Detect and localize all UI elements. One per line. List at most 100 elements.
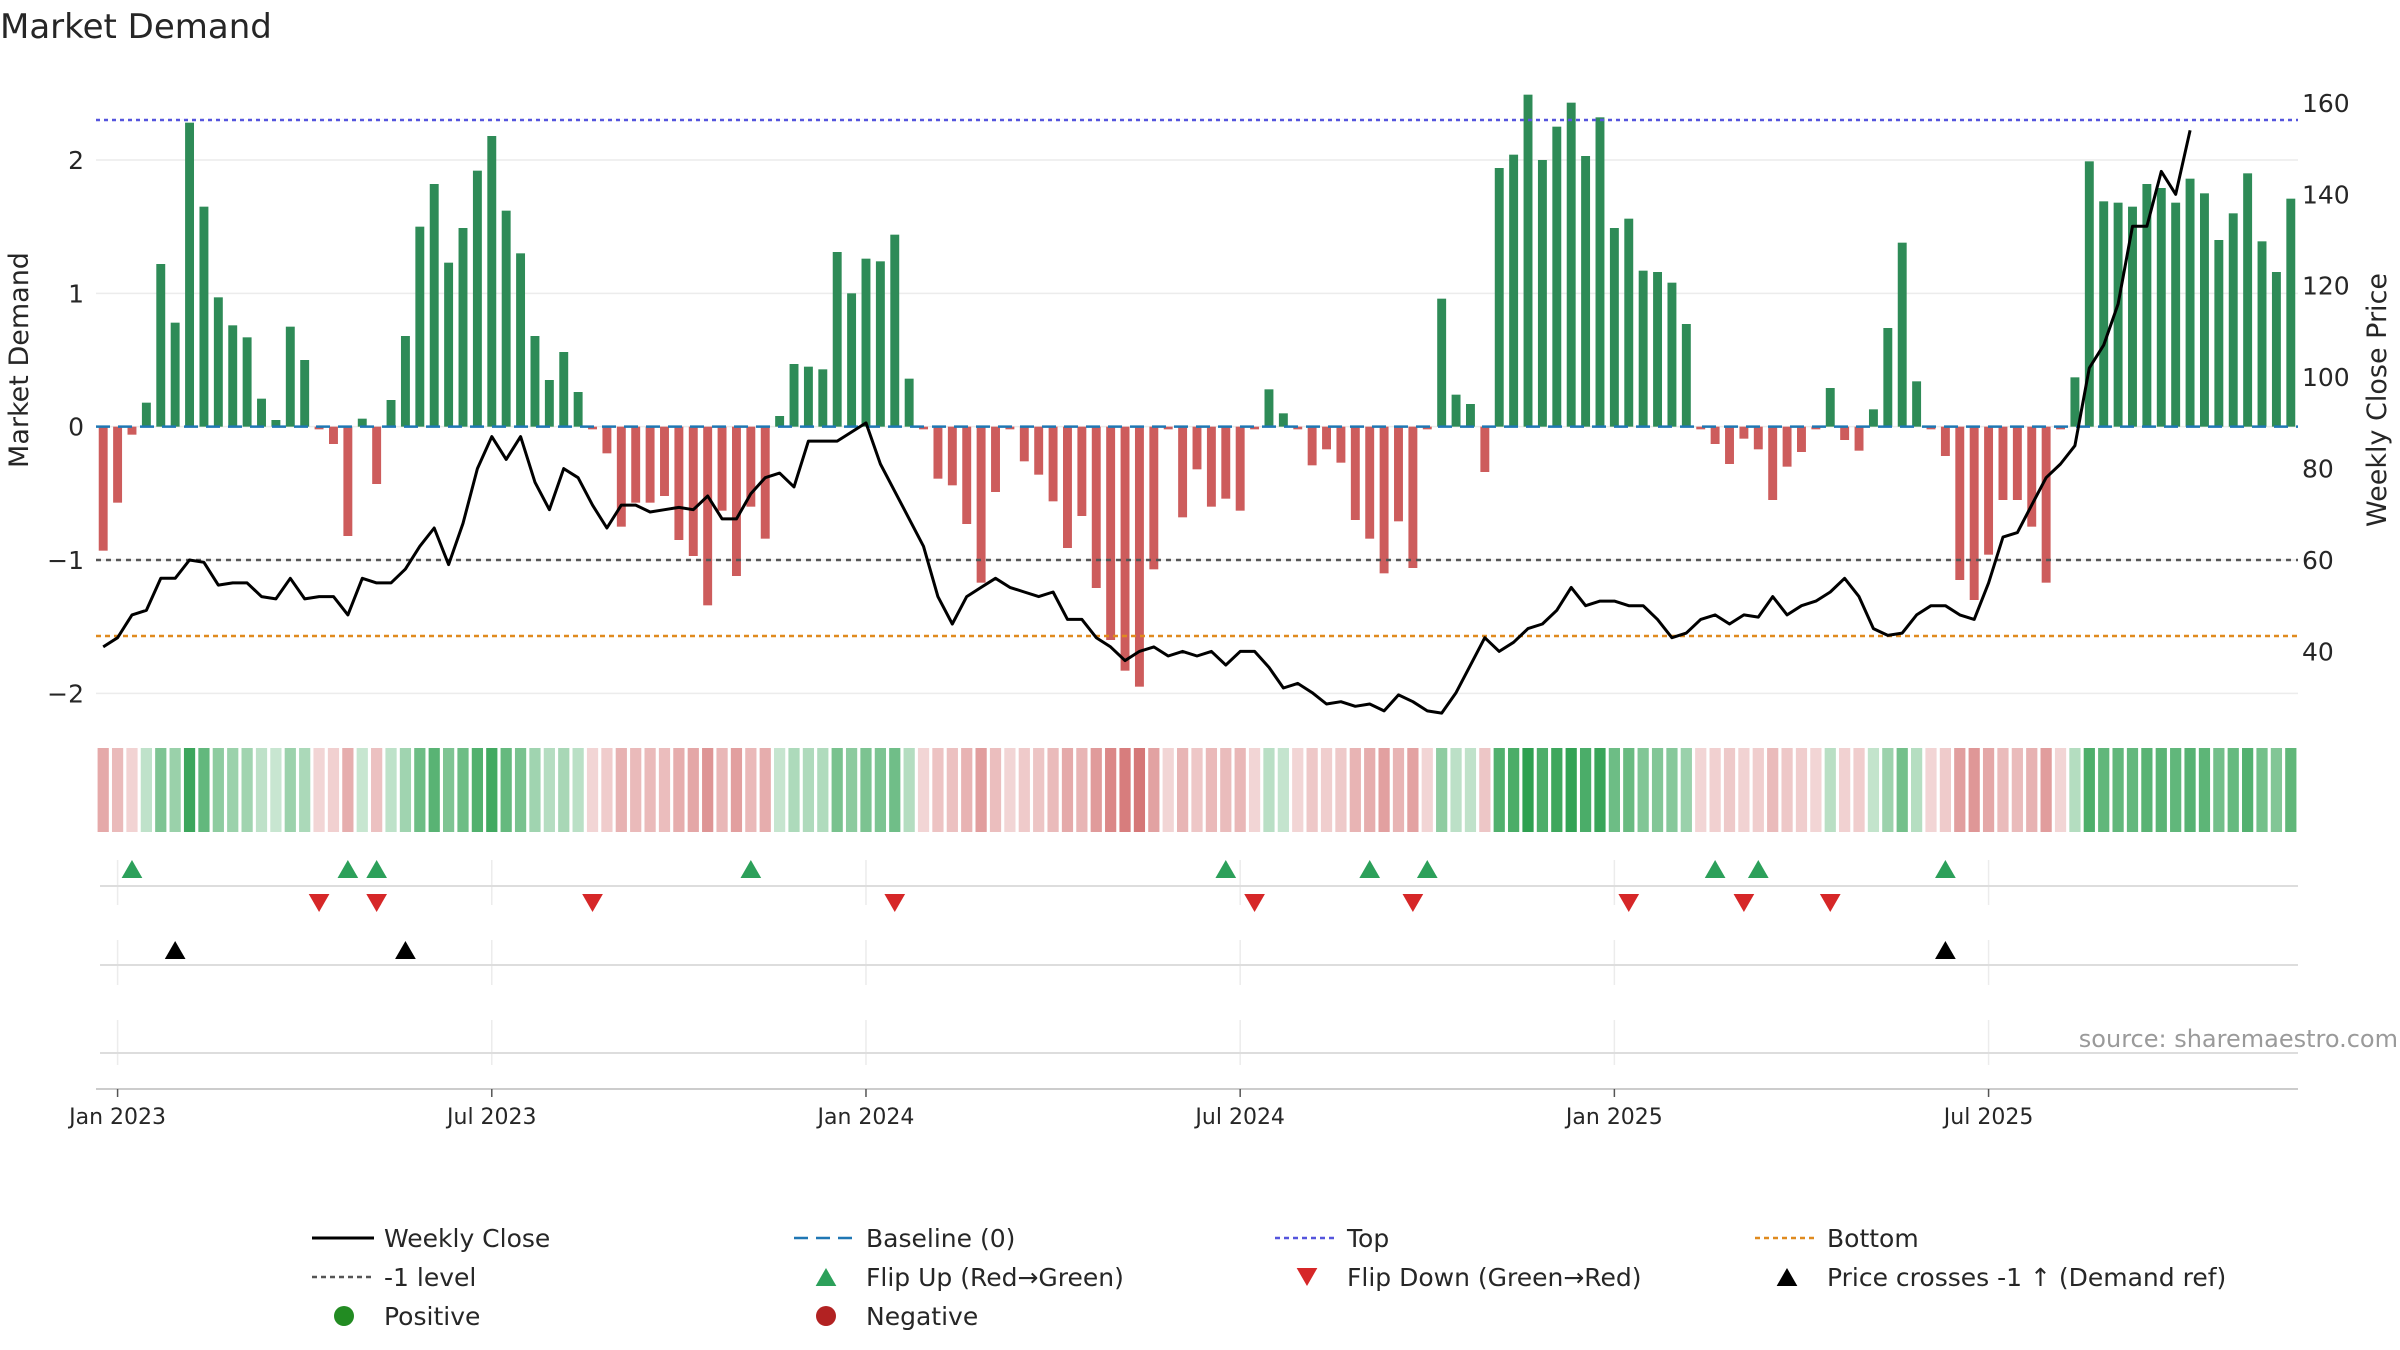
heat-cell bbox=[558, 748, 570, 832]
demand-bar bbox=[1739, 426, 1749, 439]
demand-bar bbox=[1480, 426, 1490, 472]
heat-cell bbox=[1292, 748, 1304, 832]
heat-cell bbox=[1623, 748, 1635, 832]
heat-cell bbox=[644, 748, 656, 832]
demand-bar bbox=[329, 426, 338, 444]
demand-bar bbox=[1955, 426, 1965, 580]
heat-cell bbox=[759, 748, 771, 832]
heat-cell bbox=[845, 748, 858, 832]
flip-strip bbox=[100, 860, 2298, 912]
demand-bar bbox=[1408, 426, 1418, 568]
heat-cell bbox=[1234, 748, 1246, 832]
demand-bar bbox=[2257, 241, 2267, 427]
heat-cell bbox=[687, 748, 699, 832]
demand-bar bbox=[127, 426, 137, 435]
flip-down-marker bbox=[1244, 894, 1265, 912]
heat-cell bbox=[1738, 748, 1750, 832]
heat-cell bbox=[371, 748, 383, 832]
legend-entry: Weekly Close bbox=[312, 1224, 550, 1253]
heat-cell bbox=[1839, 748, 1851, 832]
demand-bar bbox=[775, 416, 785, 427]
heat-cell bbox=[2155, 748, 2167, 832]
demand-bar bbox=[904, 378, 914, 427]
demand-bar bbox=[1710, 426, 1720, 444]
heat-cell bbox=[2285, 748, 2297, 832]
heat-cell bbox=[1925, 748, 1937, 832]
heat-cell bbox=[1781, 748, 1793, 832]
demand-bar bbox=[487, 136, 497, 427]
demand-bar bbox=[2228, 213, 2238, 427]
legend: Weekly Close Baseline (0) Top Bottom -1 leve… bbox=[312, 1224, 2226, 1331]
heat-cell bbox=[140, 748, 152, 832]
heat-cell bbox=[2198, 748, 2211, 832]
heat-cell bbox=[903, 748, 915, 832]
demand-bar bbox=[1969, 426, 1979, 600]
demand-bar bbox=[113, 426, 123, 503]
demand-bar bbox=[1465, 404, 1475, 427]
demand-bar bbox=[1509, 154, 1519, 427]
demand-bar bbox=[257, 398, 266, 427]
heat-cell bbox=[2054, 748, 2067, 832]
right-tick-label: 60 bbox=[2302, 546, 2334, 575]
demand-bar bbox=[1350, 426, 1360, 520]
demand-bar bbox=[947, 426, 957, 486]
demand-bar bbox=[429, 184, 439, 427]
demand-bar bbox=[1019, 426, 1029, 462]
demand-bar bbox=[1163, 426, 1173, 430]
heat-cell bbox=[572, 748, 584, 832]
heat-cell bbox=[1450, 748, 1462, 832]
right-tick-label: 40 bbox=[2302, 637, 2334, 666]
demand-bar bbox=[1206, 426, 1216, 507]
demand-bar bbox=[789, 364, 799, 427]
demand-bar bbox=[141, 402, 151, 427]
heat-cell bbox=[1335, 748, 1347, 832]
demand-bar bbox=[832, 252, 842, 427]
demand-bar bbox=[2012, 426, 2022, 500]
demand-bar bbox=[1868, 409, 1878, 427]
heat-cell bbox=[1464, 748, 1477, 832]
heat-cell bbox=[2126, 748, 2139, 832]
demand-bar bbox=[1048, 426, 1058, 502]
demand-bar bbox=[199, 206, 209, 427]
demand-bar bbox=[400, 336, 410, 427]
heat-cell bbox=[1968, 748, 1980, 832]
heat-cell bbox=[946, 748, 958, 832]
heat-cell bbox=[284, 748, 296, 832]
heat-cell bbox=[1191, 748, 1203, 832]
heat-cell bbox=[615, 748, 627, 832]
heat-cell bbox=[1162, 748, 1174, 832]
flip-up-marker bbox=[1704, 860, 1726, 878]
flip-down-marker bbox=[1618, 894, 1640, 912]
heat-cell bbox=[2141, 748, 2153, 832]
demand-bar bbox=[1696, 426, 1706, 430]
heat-cell bbox=[702, 748, 714, 832]
heat-cell bbox=[2227, 748, 2239, 832]
heat-cell bbox=[1306, 748, 1318, 832]
price-cross-marker bbox=[1935, 941, 1956, 959]
heat-cell bbox=[1997, 748, 2009, 832]
demand-bar bbox=[156, 264, 166, 427]
right-tick-label: 100 bbox=[2302, 363, 2350, 392]
demand-bar bbox=[1854, 426, 1864, 451]
demand-bar bbox=[544, 380, 554, 427]
demand-bar bbox=[1379, 426, 1389, 574]
demand-bar bbox=[1624, 218, 1634, 427]
demand-bar bbox=[631, 426, 641, 503]
demand-bar bbox=[976, 426, 986, 583]
demand-bars bbox=[98, 94, 2296, 687]
legend-entry: Negative bbox=[816, 1302, 978, 1331]
heat-cell bbox=[1349, 748, 1361, 832]
heat-cell bbox=[529, 748, 541, 832]
demand-bar bbox=[688, 426, 698, 556]
legend-swatch bbox=[815, 1268, 837, 1286]
demand-bar bbox=[2185, 178, 2195, 427]
demand-bar bbox=[1005, 426, 1015, 430]
heat-cell bbox=[2011, 748, 2023, 832]
heat-cell bbox=[1752, 748, 1764, 832]
demand-bar bbox=[415, 226, 425, 427]
flip-up-marker bbox=[740, 860, 762, 878]
demand-bar bbox=[1437, 298, 1447, 427]
heat-cell bbox=[874, 748, 886, 832]
demand-bar bbox=[1883, 328, 1893, 427]
demand-bar bbox=[1250, 426, 1260, 430]
